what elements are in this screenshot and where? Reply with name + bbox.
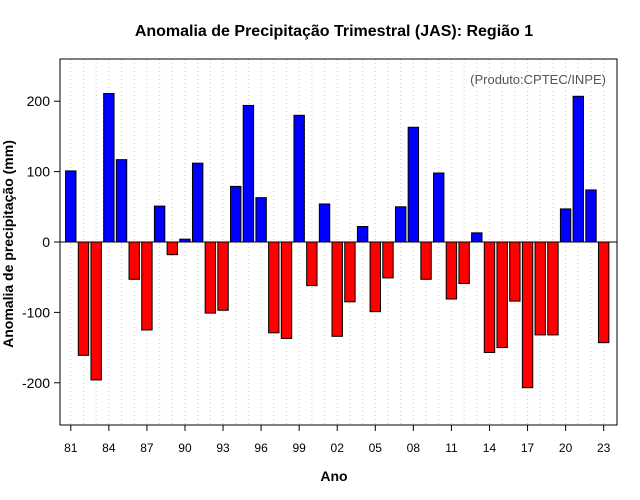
bar-05 [369, 241, 381, 313]
bar-94 [230, 185, 242, 243]
bar-10 [433, 172, 445, 243]
bar-01 [318, 203, 331, 243]
bar-83 [90, 241, 102, 381]
x-tick-label: 87 [140, 441, 154, 455]
bar-08 [407, 126, 420, 243]
bar-17 [521, 241, 534, 389]
bar-96 [255, 197, 267, 243]
bar-98 [280, 241, 293, 339]
bar-91 [191, 162, 204, 243]
x-tick-label: 17 [521, 441, 535, 455]
bar-95 [242, 104, 255, 243]
x-tick-label: 23 [597, 441, 611, 455]
x-tick-label: 81 [64, 441, 78, 455]
chart-title: Anomalia de Precipitação Trimestral (JAS… [135, 23, 533, 40]
y-tick-label: 100 [27, 164, 51, 180]
bar-06 [382, 241, 394, 279]
bar-18 [534, 241, 546, 336]
x-tick-label: 20 [559, 441, 573, 455]
y-tick-label: -200 [22, 375, 50, 391]
bar-03 [344, 241, 356, 303]
bar-86 [128, 241, 140, 280]
x-tick-label: 96 [254, 441, 268, 455]
bars [65, 92, 610, 389]
bar-07 [394, 206, 407, 243]
bar-14 [483, 241, 496, 353]
bar-82 [77, 241, 90, 356]
x-tick-label: 02 [331, 441, 345, 455]
bar-16 [509, 241, 521, 302]
bar-89 [166, 241, 178, 256]
bar-85 [115, 159, 128, 243]
bar-15 [496, 241, 508, 349]
x-tick-label: 05 [369, 441, 383, 455]
bar-97 [268, 241, 280, 334]
bar-21 [572, 95, 584, 243]
y-axis-label: Anomalia de precipitação (mm) [0, 140, 16, 348]
bar-90 [179, 238, 191, 243]
bar-87 [141, 241, 153, 331]
y-tick-label: -100 [22, 304, 50, 320]
x-tick-label: 93 [216, 441, 230, 455]
source-annotation: (Produto:CPTEC/INPE) [470, 72, 606, 87]
bar-81 [65, 170, 77, 243]
x-tick-label: 14 [483, 441, 497, 455]
bar-99 [293, 114, 305, 243]
bar-88 [153, 205, 166, 243]
bar-20 [559, 208, 572, 243]
y-axis: -200 -100 0 100 200 [22, 93, 60, 391]
bar-19 [547, 241, 559, 336]
bar-23 [597, 241, 610, 344]
bar-84 [103, 92, 115, 243]
x-axis-label: Ano [320, 468, 347, 484]
y-tick-label: 200 [27, 93, 51, 109]
x-tick-label: 90 [178, 441, 192, 455]
y-tick-label: 0 [42, 234, 50, 250]
bar-11 [445, 241, 458, 300]
x-tick-label: 08 [407, 441, 421, 455]
bar-04 [356, 226, 369, 243]
bar-22 [585, 189, 597, 243]
bar-09 [420, 241, 432, 280]
x-tick-label: 11 [445, 441, 458, 455]
bar-00 [306, 241, 318, 287]
x-tick-label: 99 [292, 441, 306, 455]
bar-93 [217, 241, 229, 311]
bar-13 [471, 232, 483, 243]
x-axis: 81 84 87 90 93 96 99 02 05 08 11 14 17 20 23 [64, 425, 611, 455]
bar-12 [458, 241, 470, 285]
x-tick-label: 84 [102, 441, 116, 455]
bar-02 [331, 241, 343, 337]
bar-92 [204, 241, 217, 314]
